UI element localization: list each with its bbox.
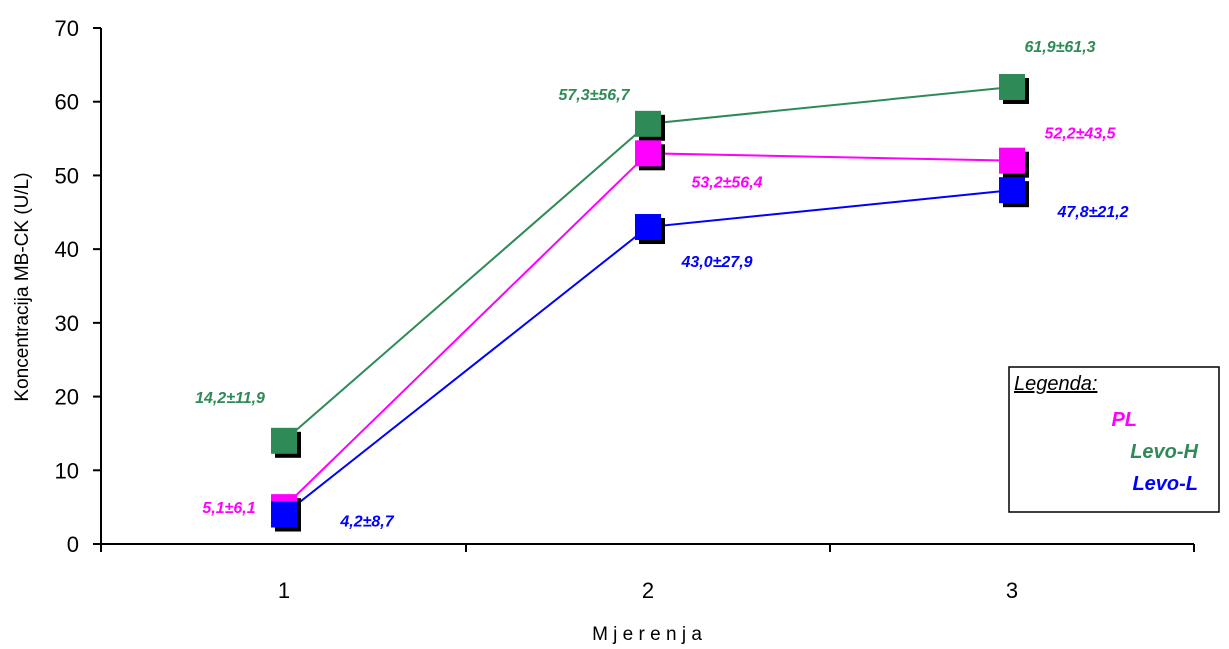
data-label: 52,2±43,5	[1044, 126, 1116, 143]
legend-item: Levo-H	[1130, 441, 1198, 463]
data-point-levo-l	[999, 177, 1025, 204]
y-tick-label: 40	[55, 237, 79, 262]
y-tick-label: 70	[55, 16, 79, 41]
y-tick-label: 0	[67, 532, 79, 557]
data-point-levo-h	[635, 110, 661, 137]
data-label: 5,1±6,1	[202, 500, 255, 517]
data-label: 61,9±61,3	[1024, 39, 1095, 56]
y-tick-label: 30	[55, 311, 79, 336]
axes: 0 10 20 30 40 50 60 70 1 2 3	[55, 16, 1195, 603]
x-tick-label: 1	[278, 578, 290, 603]
data-label: 47,8±21,2	[1056, 204, 1128, 221]
y-tick-label: 20	[55, 385, 79, 410]
data-label: 14,2±11,9	[195, 390, 265, 407]
data-label: 4,2±8,7	[339, 514, 394, 531]
x-tick-label: 2	[642, 578, 654, 603]
data-point-levo-l	[635, 214, 661, 241]
series-line-pl	[283, 152, 1013, 508]
legend-item: PL	[1111, 409, 1137, 431]
y-tick-label: 50	[55, 163, 79, 188]
legend: Legenda: PL Levo-H Levo-L	[1008, 366, 1220, 513]
data-label: 57,3±56,7	[558, 87, 630, 104]
data-point-pl	[999, 147, 1025, 174]
data-point-levo-l	[271, 501, 297, 528]
data-point-levo-h	[271, 427, 297, 454]
legend-box	[1008, 366, 1220, 513]
y-tick-label: 60	[55, 90, 79, 115]
data-label: 53,2±56,4	[691, 174, 762, 191]
y-axis-title: Koncentracija MB-CK (U/L)	[12, 172, 33, 401]
legend-item: Levo-L	[1132, 473, 1198, 495]
data-point-levo-h	[999, 73, 1025, 100]
data-labels: 14,2±11,9 57,3±56,7 61,9±61,3 5,1±6,1 53,2±5…	[195, 39, 1129, 531]
legend-title: Legenda:	[1014, 373, 1097, 395]
x-axis-title: M j e r e n j a	[592, 624, 702, 645]
data-label: 43,0±27,9	[680, 254, 752, 271]
data-point-pl	[635, 140, 661, 167]
y-tick-label: 10	[55, 458, 79, 483]
x-tick-label: 3	[1006, 578, 1018, 603]
series-layer	[271, 73, 1029, 532]
